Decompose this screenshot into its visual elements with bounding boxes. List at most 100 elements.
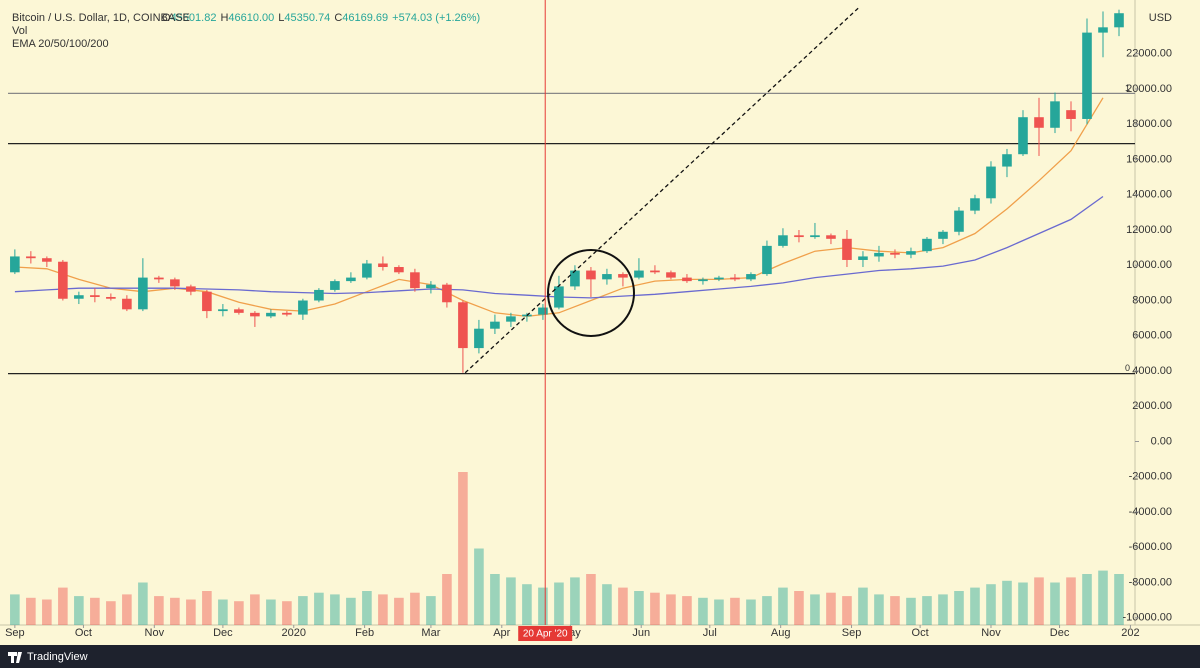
volume-bar xyxy=(122,594,132,625)
indicator-label: EMA 20/50/100/200 xyxy=(12,38,109,50)
volume-bar xyxy=(330,594,340,625)
crosshair-label: 20 Apr '20 xyxy=(523,629,568,640)
volume-bar xyxy=(458,472,468,625)
volume-bar xyxy=(890,596,900,625)
candle-body xyxy=(330,281,340,290)
volume-bar xyxy=(346,597,356,625)
x-tick-label: Feb xyxy=(355,627,374,639)
candle-body xyxy=(74,295,84,299)
x-tick-label: Apr xyxy=(493,627,510,639)
volume-bar xyxy=(650,592,660,625)
ohlc-legend: O45601.82 H46610.00 L45350.74 C46169.69 +574… xyxy=(162,12,480,24)
x-tick-label: 202 xyxy=(1121,627,1139,639)
x-tick-label: Sep xyxy=(5,627,25,639)
x-tick-label: Mar xyxy=(421,627,440,639)
y-tick-label: 12000.00 xyxy=(1126,224,1172,236)
volume-bar xyxy=(26,597,36,625)
candle-body xyxy=(1002,154,1012,167)
candle-body xyxy=(298,300,308,315)
ema-line xyxy=(14,97,1104,318)
volume-bar xyxy=(282,601,292,625)
x-tick-label: Nov xyxy=(145,627,165,639)
x-tick-label: Dec xyxy=(1050,627,1070,639)
volume-bar xyxy=(90,597,100,625)
logo-icon xyxy=(8,652,22,663)
volume-bar xyxy=(138,582,148,625)
volume-bar xyxy=(490,574,500,625)
candle-body xyxy=(538,307,548,315)
volume-bar xyxy=(378,594,388,625)
x-tick-label: Oct xyxy=(75,627,92,639)
crosshair-label-bg xyxy=(518,626,573,641)
symbol-title: Bitcoin / U.S. Dollar, 1D, COINBASE xyxy=(12,12,190,24)
ohlc-key: O xyxy=(162,12,171,24)
volume-bar xyxy=(570,577,580,625)
volume-bar xyxy=(922,596,932,625)
candle-body xyxy=(666,272,676,278)
volume-bar xyxy=(746,599,756,625)
candle-body xyxy=(234,309,244,313)
candle-body xyxy=(650,270,660,273)
y-tick-label: 2000.00 xyxy=(1132,400,1172,412)
candle-body xyxy=(554,286,564,308)
volume-bar xyxy=(442,574,452,625)
volume-bar xyxy=(10,594,20,625)
volume-bar xyxy=(826,592,836,625)
candle-body xyxy=(890,252,900,255)
candle-body xyxy=(1018,117,1028,155)
volume-bar xyxy=(682,596,692,625)
candle-body xyxy=(1082,32,1092,119)
x-tick-label: Oct xyxy=(912,627,929,639)
candle-body xyxy=(634,270,644,278)
y-tick-label: 14000.00 xyxy=(1126,189,1172,201)
candle-body xyxy=(314,289,324,301)
volume-bar xyxy=(538,587,548,625)
branding: TradingView xyxy=(27,651,88,663)
candle-body xyxy=(474,328,484,349)
candle-body xyxy=(858,256,868,260)
candle-body xyxy=(106,296,116,299)
candle-body xyxy=(186,286,196,292)
candle-body xyxy=(250,312,260,317)
ohlc-value: 45601.82 xyxy=(171,12,217,24)
volume-bar xyxy=(586,574,596,625)
candle-body xyxy=(906,251,916,255)
candle-body xyxy=(202,291,212,312)
candle-body xyxy=(570,270,580,287)
candle-body xyxy=(1066,110,1076,119)
volume-bar xyxy=(1082,574,1092,625)
volume-bar xyxy=(858,587,868,625)
fib-label: 1 xyxy=(1125,83,1130,93)
volume-bar xyxy=(314,592,324,625)
volume-bar xyxy=(154,596,164,625)
volume-bar xyxy=(842,596,852,625)
y-tick-label: 0.00 xyxy=(1151,435,1172,447)
volume-bar xyxy=(106,601,116,625)
foreground: O45601.82 H46610.00 L45350.74 C46169.69 +574… xyxy=(5,0,1172,641)
volume-bar xyxy=(970,587,980,625)
candle-body xyxy=(170,279,180,287)
y-tick-label: -8000.00 xyxy=(1129,576,1172,588)
candle-body xyxy=(378,263,388,268)
plot: 01 xyxy=(8,9,1135,625)
candle-body xyxy=(442,284,452,303)
candle-body xyxy=(986,166,996,199)
candle-body xyxy=(810,235,820,238)
volume-bar xyxy=(778,587,788,625)
candle-body xyxy=(154,277,164,280)
candle-body xyxy=(362,263,372,278)
y-tick-label: 22000.00 xyxy=(1126,48,1172,60)
y-tick-label: -10000.00 xyxy=(1122,612,1172,624)
candle-body xyxy=(346,277,356,282)
ohlc-value: 45350.74 xyxy=(284,12,330,24)
candle-body xyxy=(410,272,420,289)
y-tick-label: -2000.00 xyxy=(1129,471,1172,483)
volume-bar xyxy=(938,594,948,625)
volume-bar xyxy=(58,587,68,625)
ohlc-change: +574.03 (+1.26%) xyxy=(392,12,480,24)
volume-bar xyxy=(1018,582,1028,625)
volume-bar xyxy=(906,597,916,625)
candle-body xyxy=(618,274,628,278)
